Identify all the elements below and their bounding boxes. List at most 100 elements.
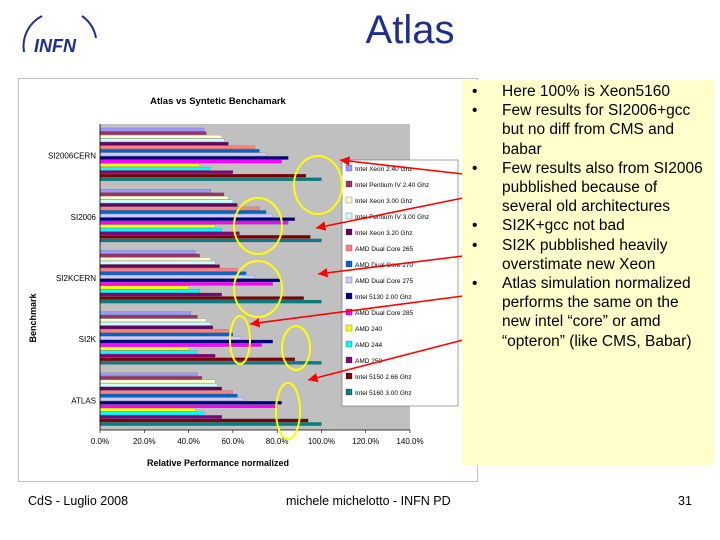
- bar: [99, 264, 220, 268]
- highlight-ellipse: [233, 260, 283, 318]
- bar: [99, 390, 233, 394]
- legend-label: AMD 240: [355, 326, 382, 333]
- y-axis-label: Benchmark: [28, 293, 38, 343]
- legend-swatch: [345, 260, 353, 268]
- bar: [99, 127, 205, 132]
- highlight-ellipse: [233, 197, 283, 255]
- bar: [99, 394, 238, 398]
- legend-swatch: [345, 340, 353, 348]
- bar: [99, 217, 295, 221]
- bar: [99, 322, 211, 326]
- bar: [99, 142, 229, 146]
- legend-label: AMD Dual Core 265: [355, 246, 414, 253]
- bar: [99, 271, 247, 275]
- bar: [99, 285, 189, 290]
- bar: [99, 221, 289, 225]
- bar: [99, 206, 260, 211]
- bar: [99, 268, 238, 272]
- pointer-arrow: [317, 255, 464, 278]
- bar: [99, 379, 216, 384]
- legend-swatch: [345, 228, 353, 236]
- bullet-item: • Atlas simulation normalized performs th…: [468, 274, 708, 351]
- x-tick-label: 60.0%: [222, 437, 245, 446]
- bar: [99, 170, 233, 174]
- legend-label: Intel 5130 2.00 Ghz: [355, 294, 412, 301]
- infn-logo: INFN: [12, 8, 102, 68]
- bar: [99, 408, 196, 412]
- slide-title: Atlas: [365, 8, 455, 52]
- bullet-item: • Few results for SI2006+gcc but no diff …: [468, 101, 708, 159]
- bar: [99, 159, 282, 164]
- pointer-arrow: [307, 339, 464, 383]
- bar: [99, 166, 211, 171]
- highlight-ellipse: [275, 382, 301, 440]
- bullet-item: • Here 100% is Xeon5160: [468, 82, 708, 101]
- bar: [99, 315, 198, 319]
- legend-box: [341, 159, 459, 407]
- x-tick-label: 0.0%: [91, 437, 109, 446]
- logo-text: INFN: [34, 36, 77, 56]
- pointer-arrow: [249, 295, 464, 328]
- bar: [99, 224, 216, 228]
- bar: [99, 292, 222, 297]
- highlight-ellipse: [281, 325, 311, 371]
- bar: [99, 199, 233, 204]
- bullet-text: Atlas simulation normalized performs the…: [502, 275, 692, 350]
- category-label: SI2KCERN: [56, 274, 96, 283]
- bar: [99, 192, 225, 196]
- legend-label: Intel Xeon 3.00 Ghz: [355, 198, 412, 205]
- bar: [99, 350, 198, 354]
- bar: [99, 131, 207, 135]
- bar: [99, 311, 191, 315]
- bar: [99, 257, 211, 261]
- legend-label: Intel Pentium IV 2.40 Ghz: [355, 182, 429, 189]
- bar: [99, 343, 262, 347]
- legend-swatch: [345, 196, 353, 204]
- legend-swatch: [345, 356, 353, 364]
- legend-label: AMD 244: [355, 342, 382, 349]
- bullet-text: Few results also from SI2006 pubblished …: [502, 159, 703, 216]
- bar: [99, 250, 196, 254]
- bar: [99, 346, 189, 351]
- highlight-ellipse: [293, 155, 343, 215]
- bar: [99, 231, 240, 235]
- bar: [99, 296, 304, 300]
- legend-swatch: [345, 212, 353, 220]
- legend-label: Intel Pentium IV 3.00 Ghz: [355, 214, 429, 221]
- bar: [99, 415, 222, 419]
- x-axis-label: Relative Performance normalized: [147, 458, 289, 468]
- legend-swatch: [345, 180, 353, 188]
- bar: [99, 329, 229, 333]
- bullet-item: • Few results also from SI2006 pubblished…: [468, 159, 708, 217]
- bar: [99, 135, 222, 139]
- x-tick-label: 20.0%: [133, 437, 156, 446]
- bullet-marker: •: [472, 83, 478, 100]
- bar: [99, 299, 322, 304]
- bar: [99, 156, 289, 160]
- bar: [99, 253, 200, 258]
- bar: [99, 163, 200, 167]
- legend-swatch: [345, 292, 353, 300]
- bar: [99, 325, 214, 330]
- bullet-marker: •: [472, 236, 478, 254]
- category-label: SI2006CERN: [48, 152, 96, 161]
- category-label: SI2006: [71, 213, 97, 222]
- bar: [99, 339, 273, 344]
- bar: [99, 372, 198, 377]
- bar: [99, 138, 225, 142]
- pointer-arrow: [315, 197, 464, 231]
- legend-label: AMD 250: [355, 358, 382, 365]
- bar: [99, 336, 242, 340]
- x-tick-label: 80.0%: [266, 437, 289, 446]
- bar: [99, 196, 229, 200]
- bullet-text: SI2K+gcc not bad: [502, 217, 625, 235]
- bar: [99, 203, 238, 207]
- bar: [99, 149, 260, 153]
- bar: [99, 422, 322, 426]
- pointer-arrow: [339, 156, 464, 175]
- bullet-marker: •: [472, 217, 478, 235]
- bar: [99, 401, 282, 405]
- bar: [99, 282, 273, 286]
- x-tick-label: 120.0%: [352, 437, 379, 446]
- legend-label: AMD Dual Core 275: [355, 278, 414, 285]
